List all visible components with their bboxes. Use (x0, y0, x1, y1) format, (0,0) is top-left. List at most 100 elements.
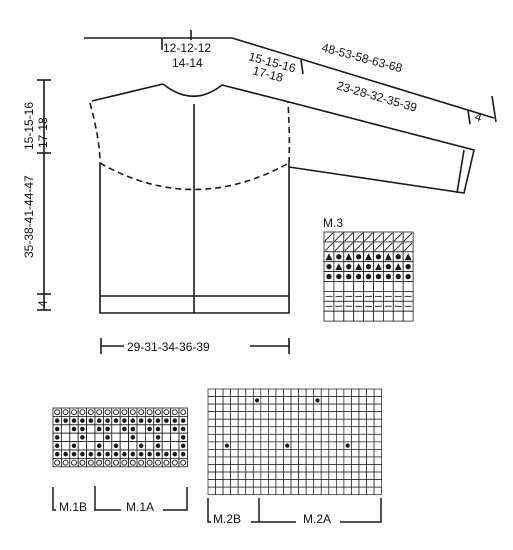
chart-cell (275, 396, 284, 405)
dot-symbol (130, 451, 136, 457)
chart-cell (382, 310, 394, 322)
chart-cell (343, 310, 355, 322)
chart-cell (260, 388, 269, 397)
chart-cell (252, 433, 262, 443)
chart-cell (178, 457, 188, 468)
chart-cell (119, 441, 129, 451)
chart-cell (275, 411, 284, 420)
dot-symbol (164, 418, 169, 423)
chart-cell (343, 403, 352, 413)
chart-cell (373, 486, 383, 496)
chart-cell (343, 396, 352, 405)
chart-cell (336, 426, 345, 435)
chart-cell (207, 486, 216, 496)
chart-cell (207, 464, 216, 473)
chart-cell (237, 456, 247, 465)
chart-cell (336, 396, 345, 405)
chart-cell (298, 486, 307, 496)
chart-cell (328, 486, 337, 496)
chart-cell (222, 411, 232, 420)
chart-cell (275, 433, 284, 443)
chart-cell (283, 479, 292, 488)
chart-cell (336, 479, 345, 488)
dot-symbol (346, 273, 352, 280)
chart-cell (320, 456, 330, 465)
dot-symbol (155, 435, 161, 440)
chart-cell (343, 464, 352, 473)
chart-cell (230, 456, 239, 465)
chart-cell (207, 449, 216, 458)
chart-cell (207, 471, 216, 480)
dot-symbol (155, 451, 161, 457)
label-width: 29-31-34-36-39 (127, 340, 210, 354)
dot-symbol (385, 263, 392, 270)
chart-cell (358, 464, 367, 473)
triangle-symbol (375, 263, 382, 271)
chart-cell (207, 426, 216, 435)
chart-cell (298, 479, 307, 488)
dot-symbol (395, 254, 401, 260)
diagonal-symbol (334, 242, 344, 252)
chart-cell (230, 479, 239, 488)
chart-cell (305, 464, 315, 473)
chart-cell (351, 433, 360, 443)
dot-symbol (122, 418, 127, 423)
chart-cell (328, 464, 337, 473)
chart-cell (298, 418, 307, 428)
chart-cell (366, 449, 375, 458)
dot-symbol (88, 451, 94, 457)
chart-cell (290, 426, 299, 435)
chart-cell (358, 479, 367, 488)
chart-cell (392, 281, 404, 292)
ring-symbol (104, 459, 111, 466)
chart-cell (353, 281, 365, 292)
dot-symbol (96, 443, 102, 449)
dot-symbol (80, 426, 85, 432)
chart-cell (268, 396, 277, 405)
chart-cell (373, 433, 383, 443)
ring-symbol (104, 409, 111, 416)
chart-cell (230, 441, 239, 450)
chart-cell (215, 471, 224, 480)
chart-cell (373, 396, 383, 405)
chart-cell (283, 418, 292, 428)
chart-cell (336, 486, 345, 496)
chart-cell (290, 418, 299, 428)
chart-cell (61, 441, 71, 451)
ring-symbol (121, 459, 128, 466)
chart-cell (237, 388, 247, 397)
dot-symbol (172, 418, 178, 423)
dot-symbol (355, 273, 362, 280)
ring-symbol (113, 459, 119, 466)
chart-cell (320, 441, 330, 450)
chart-cell (313, 479, 322, 488)
diagonal-symbol (324, 242, 334, 252)
chart-cell (373, 388, 383, 397)
chart-cell (343, 486, 352, 496)
chart-cell (260, 486, 269, 496)
chart-cell (275, 479, 284, 488)
chart-cell (351, 396, 360, 405)
chart-cell (298, 441, 307, 450)
dot-symbol (365, 273, 372, 280)
chart-cell (343, 426, 352, 435)
chart-cell (290, 449, 299, 458)
chart-cell (290, 403, 299, 413)
dot-symbol (105, 451, 110, 457)
chart-cell (237, 418, 247, 428)
chart-cell (366, 441, 375, 450)
dot-symbol (130, 418, 136, 423)
chart-cell (237, 479, 247, 488)
chart-cell (245, 418, 254, 428)
chart-cell (351, 426, 360, 435)
dot-symbol (326, 273, 332, 280)
chart-cell (252, 456, 262, 465)
chart-cell (222, 403, 232, 413)
chart-cell (336, 456, 345, 465)
chart-cell (313, 388, 322, 397)
chart-cell (298, 426, 307, 435)
chart-cell (252, 426, 262, 435)
chart-cell (358, 388, 367, 397)
chart-cell (320, 433, 330, 443)
dot-symbol (71, 451, 77, 457)
